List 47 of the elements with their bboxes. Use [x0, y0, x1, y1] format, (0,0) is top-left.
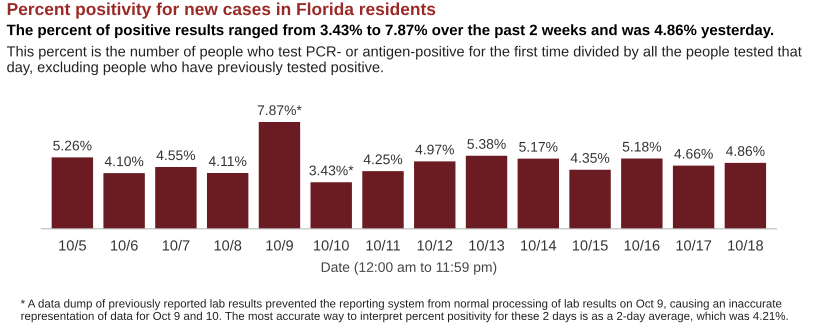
x-tick-label: 10/18	[728, 240, 763, 251]
data-label: 5.18%	[622, 142, 662, 152]
x-tick-label: 10/16	[624, 240, 660, 251]
x-tick-label: 10/17	[676, 240, 712, 251]
x-tick-label: 10/9	[266, 240, 293, 251]
bar	[155, 167, 197, 229]
bar	[466, 156, 508, 229]
data-label: 4.97%	[415, 144, 454, 154]
data-label: 4.10%	[104, 156, 144, 166]
bar	[52, 157, 94, 229]
bar	[362, 171, 404, 229]
x-tick-label: 10/12	[418, 240, 452, 251]
x-tick-label: 10/8	[214, 240, 242, 251]
text: * A data dump of previously reported lab results prevented the reporting system from normal processing of lab results on Oct 9, causing an inaccurate representation of data for Oct 9 and 10. The most accurate way to interpret percent positivity for these 2 days is as a 2-day average, which was 4.21%.	[20, 299, 788, 322]
chart-subtitle: The percent of positive results ranged from 3.43% to 7.87% over the past 2 weeks and was 4.86% yesterday.	[6, 24, 774, 38]
data-label: 5.26%	[53, 140, 92, 151]
data-label: 4.25%	[364, 154, 402, 164]
data-label: 4.11%	[208, 156, 246, 166]
x-tick-label: 10/7	[162, 240, 190, 251]
bar	[569, 170, 611, 229]
bar	[310, 182, 352, 229]
x-tick-label: 10/11	[366, 240, 400, 251]
x-tick-label: 10/5	[59, 240, 86, 251]
x-tick-label: 10/10	[314, 240, 349, 251]
data-label: 5.38%	[467, 139, 506, 149]
data-label: 4.66%	[674, 148, 713, 159]
x-tick-label: 10/14	[521, 240, 556, 251]
data-label: 4.55%	[156, 150, 196, 160]
x-tick-label: 10/6	[111, 240, 138, 251]
data-label: 7.87%*	[258, 105, 302, 116]
data-label: 4.86%	[726, 146, 765, 156]
x-tick-label: 10/15	[572, 240, 608, 251]
bar	[206, 173, 248, 229]
data-label: 4.35%	[570, 153, 610, 163]
x-axis-title: Date (12:00 am to 11:59 pm)	[322, 262, 496, 275]
bar	[103, 173, 145, 229]
x-tick-label: 10/13	[469, 240, 504, 251]
bar	[672, 166, 714, 229]
data-label: 3.43%*	[309, 166, 354, 176]
bar	[724, 162, 766, 229]
chart-title: Percent positivity for new cases in Florida residents	[8, 2, 436, 19]
text: This percent is the number of people who test PCR- or antigen-positive for the first time divided by all the people tested that day, excluding people who have previously tested positive.	[6, 46, 802, 76]
bar	[518, 158, 560, 229]
bar	[258, 122, 300, 229]
bar	[621, 158, 663, 229]
bar	[414, 161, 456, 229]
data-label: 5.17%	[519, 142, 558, 152]
